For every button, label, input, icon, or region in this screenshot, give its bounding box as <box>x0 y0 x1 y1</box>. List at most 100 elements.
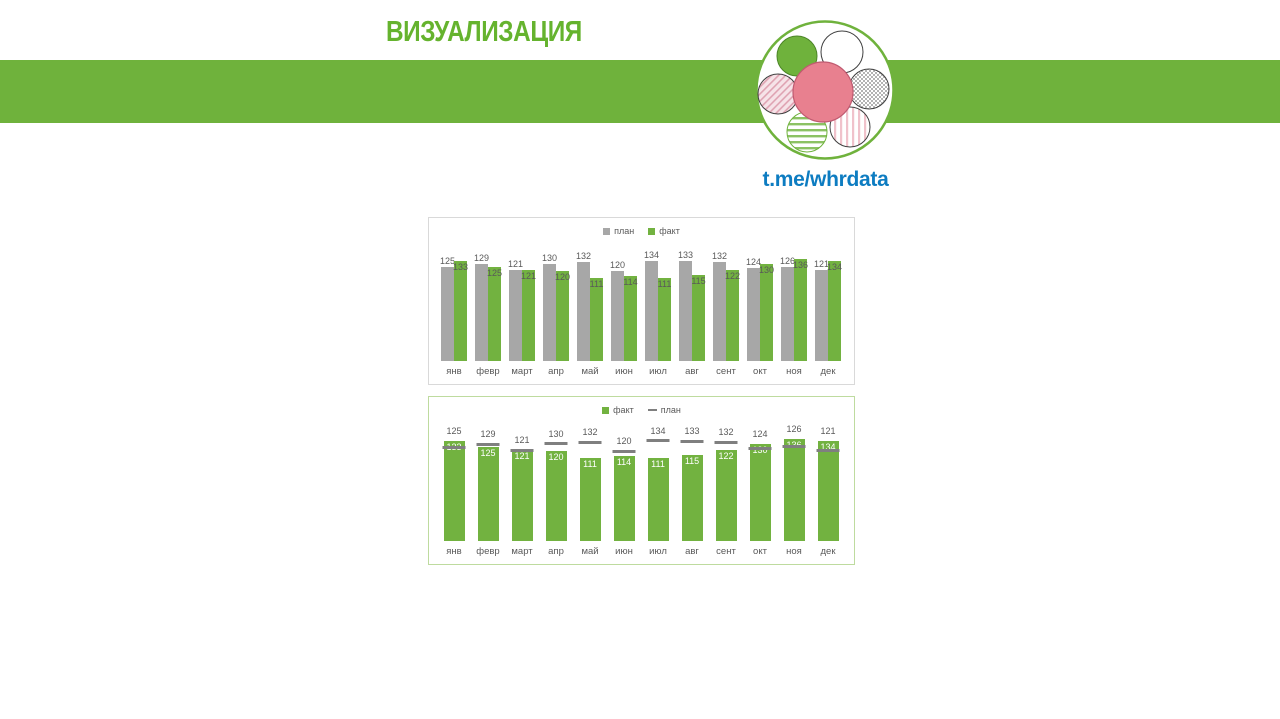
telegram-link[interactable]: t.me/whrdata <box>762 168 889 191</box>
month-label: авг <box>685 546 699 557</box>
fact-value-label: 133 <box>452 262 469 273</box>
plan-bar: 121 <box>508 259 523 361</box>
plan-value-label: 126 <box>779 255 796 266</box>
plan-bar: 133 <box>678 250 693 361</box>
plan-dash-marker <box>816 448 840 452</box>
legend-label: план <box>614 226 635 236</box>
month-label: май <box>581 366 599 377</box>
plan-value-label: 125 <box>446 426 462 437</box>
fact-value-label: 111 <box>583 458 597 469</box>
bar-group: 133125 <box>437 421 471 541</box>
fact-value-label: 130 <box>758 264 775 275</box>
fact-bar: 134 <box>817 440 839 541</box>
plan-bar: 132 <box>576 251 591 361</box>
fact-bar: 121 <box>511 450 533 541</box>
plan-value-label: 130 <box>541 252 558 263</box>
bar-group: 125 129 <box>471 421 505 541</box>
legend-label: план <box>660 405 681 415</box>
month-label: июн <box>615 366 633 377</box>
chart1-plot: 125 133 129 125 121 121 130 120 132 111 120 114 134 1… <box>437 242 845 361</box>
plan-value-label: 129 <box>473 253 490 264</box>
month-label: ноя <box>786 546 802 557</box>
plan-dash-marker <box>442 445 466 449</box>
legend-item-fact: факт <box>602 405 634 415</box>
fact-value-label: 125 <box>480 448 496 459</box>
month-label: окт <box>753 366 767 377</box>
bar-group: 114 120 <box>607 421 641 541</box>
fact-value-label: 111 <box>657 278 672 289</box>
month-label: май <box>581 546 599 557</box>
bar-group: 130 124 <box>743 421 777 541</box>
plan-bar: 129 <box>474 253 489 361</box>
bar-group: 129 125 <box>471 242 505 361</box>
plan-bar: 126 <box>780 256 795 361</box>
plan-value-label: 132 <box>582 427 598 437</box>
fact-bar: 130 <box>758 263 775 361</box>
fact-value-label: 120 <box>548 452 564 462</box>
fact-bar: 111 <box>579 457 601 541</box>
legend-label: факт <box>659 226 680 236</box>
plan-dash-icon <box>647 409 657 411</box>
plan-value-label: 134 <box>643 249 660 260</box>
plan-value-label: 121 <box>514 435 530 446</box>
fact-bar: 136 <box>793 259 808 361</box>
chart2-plot: 1331251251291211211201301111321141201111… <box>437 421 845 541</box>
month-label: апр <box>548 366 564 377</box>
month-label: июл <box>649 366 667 377</box>
plan-dash-marker <box>578 440 602 444</box>
plan-dash-marker <box>680 439 704 443</box>
fact-bar: 130 <box>749 443 771 541</box>
fact-value-label: 114 <box>623 276 638 287</box>
bar-group: 111 134 <box>641 421 675 541</box>
legend-label: факт <box>613 405 634 415</box>
plan-value-label: 133 <box>677 250 694 261</box>
bar-group: 122 132 <box>709 421 743 541</box>
plan-dash-marker <box>748 446 772 450</box>
month-label: авг <box>685 366 699 377</box>
plan-value-label: 120 <box>616 436 632 446</box>
plan-value-label: 132 <box>711 251 728 261</box>
month-label: сент <box>716 546 736 557</box>
plan-value-label: 130 <box>548 428 564 439</box>
plan-value-label: 132 <box>575 251 592 261</box>
bar-group: 130 120 <box>539 242 573 361</box>
legend-item-fact: факт <box>648 226 680 236</box>
plan-value-label: 124 <box>752 428 768 439</box>
fact-value-label: 115 <box>684 455 700 466</box>
fact-value-label: 130 <box>752 444 768 455</box>
fact-bar: 133 <box>443 441 465 541</box>
fact-bar: 136 <box>783 439 805 541</box>
plan-value-label: 121 <box>507 259 524 270</box>
fact-bar: 121 <box>521 270 536 361</box>
fact-value-label: 111 <box>651 458 665 469</box>
month-label: март <box>511 546 533 557</box>
bar-group: 133 115 <box>675 242 709 361</box>
bar-group: 121 121 <box>505 242 539 361</box>
plan-dash-marker <box>714 440 738 444</box>
chart-grouped-bars: план факт 125 133 129 125 121 121 130 120 132 111… <box>428 217 855 385</box>
fact-bar: 111 <box>590 277 603 361</box>
month-label: февр <box>476 546 500 557</box>
plan-dash-marker <box>476 442 500 446</box>
fact-bar: 120 <box>545 451 567 541</box>
plan-value-label: 133 <box>684 426 700 437</box>
bar-group: 136 126 <box>777 421 811 541</box>
bar-group: 132 122 <box>709 242 743 361</box>
bar-group: 111 132 <box>573 421 607 541</box>
fact-bar: 115 <box>691 274 706 361</box>
fact-bar: 133 <box>452 261 469 361</box>
plan-value-label: 125 <box>439 256 456 267</box>
plan-dash-marker <box>510 448 534 452</box>
month-label: дек <box>820 546 836 557</box>
fact-bar: 115 <box>681 454 703 541</box>
plan-dash-marker <box>646 439 670 442</box>
fact-bar: 114 <box>613 455 635 541</box>
flower-logo-icon <box>755 20 895 160</box>
chart1-months: янв февр март апр май июн июл авг сент окт ноя дек <box>437 366 845 377</box>
plan-bar: 134 <box>644 250 659 361</box>
plan-bar: 120 <box>610 260 625 361</box>
plan-value-label: 121 <box>813 259 830 270</box>
month-label: апр <box>548 546 564 557</box>
green-banner <box>0 60 1280 123</box>
plan-dash-marker <box>544 442 568 445</box>
